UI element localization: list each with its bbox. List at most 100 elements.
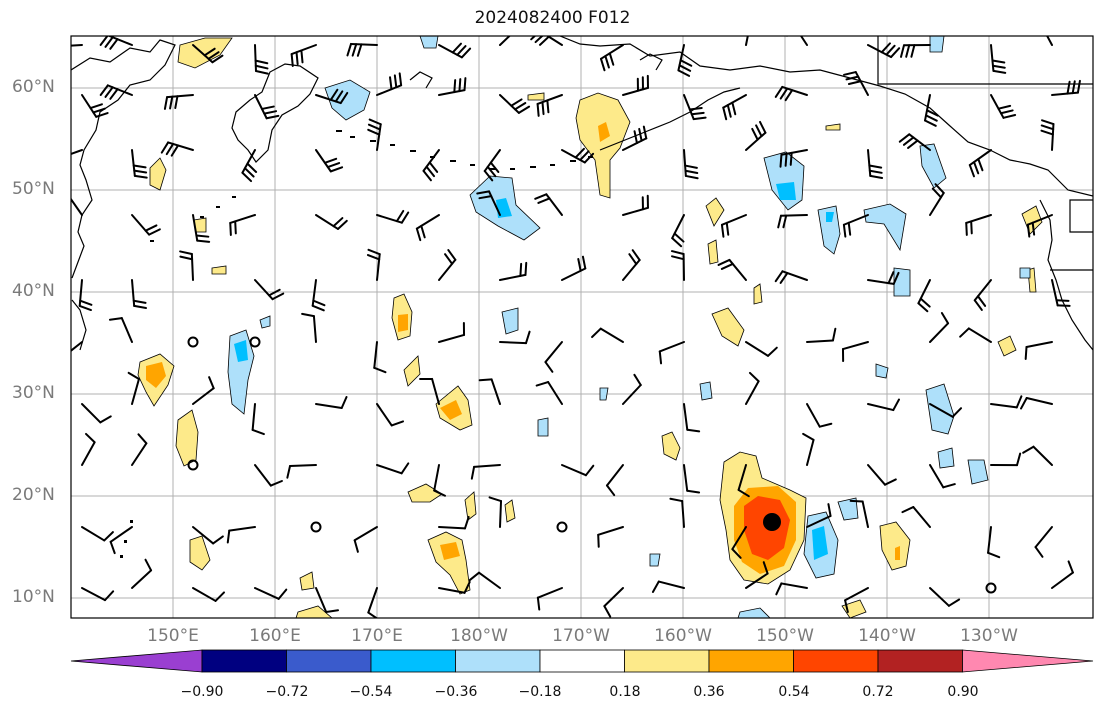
contour-positive xyxy=(997,335,1017,357)
wind-barb-flag xyxy=(268,288,281,297)
contour-positive xyxy=(175,409,199,467)
coastline-asia xyxy=(71,39,176,279)
wind-barb-flag xyxy=(367,248,381,256)
wind-barb-flag xyxy=(398,72,403,87)
wind-barb-flag xyxy=(59,46,61,58)
wind-barb-flag xyxy=(463,580,471,594)
wind-barb-shaft xyxy=(254,587,280,600)
contour-negative xyxy=(826,212,834,222)
wind-barb-flag xyxy=(108,317,123,321)
wind-barb-flag xyxy=(71,197,72,199)
wind-barb-flag xyxy=(463,515,470,530)
lon-label: 140°W xyxy=(858,626,916,646)
wind-barb-flag xyxy=(885,44,896,56)
wind-barb-shaft xyxy=(254,44,257,72)
wind-barb-shaft xyxy=(131,442,148,466)
wind-barb-flag xyxy=(160,141,170,154)
contour-positive xyxy=(527,92,545,101)
wind-barb-flag xyxy=(997,104,1012,110)
wind-barb-flag xyxy=(603,605,612,618)
wind-barb-shaft xyxy=(780,582,808,589)
contour-negative xyxy=(1019,267,1031,279)
wind-barb-flag xyxy=(415,227,422,242)
wind-barb-shaft xyxy=(780,214,808,217)
wind-barb-shaft xyxy=(929,587,950,607)
wind-barb-flag xyxy=(1024,346,1028,360)
wind-barb-flag xyxy=(340,395,348,409)
wind-barb-shaft xyxy=(478,571,501,589)
wind-barb-flag xyxy=(868,164,883,169)
wind-barb-flag xyxy=(784,28,795,32)
wind-barb-flag xyxy=(1031,221,1036,236)
wind-barb-flag xyxy=(104,590,115,602)
wind-barb-flag xyxy=(476,190,491,195)
wind-barb-flag xyxy=(917,302,929,313)
wind-barb-flag xyxy=(468,571,481,582)
wind-barb-flag xyxy=(456,45,467,56)
wind-barb-flag xyxy=(393,74,398,89)
wind-barb-flag xyxy=(651,580,660,594)
wind-barb-shaft xyxy=(431,377,440,405)
wind-barb-flag xyxy=(133,304,147,310)
wind-barb-flag xyxy=(577,258,582,272)
wind-barb-shaft xyxy=(867,403,895,412)
wind-barb-shaft xyxy=(71,44,83,47)
colorbar-segment xyxy=(286,649,372,673)
wind-barb-shaft xyxy=(376,464,403,475)
wind-barb-shaft xyxy=(599,327,624,343)
wind-barb-flag xyxy=(720,223,725,238)
wind-barb-shaft xyxy=(131,569,153,589)
wind-barb-flag xyxy=(312,299,326,307)
contour-negative xyxy=(817,205,841,255)
wind-barb-flag xyxy=(536,596,541,611)
wind-barb-shaft xyxy=(473,464,501,468)
wind-barb-flag xyxy=(679,59,693,67)
colorbar-tick-label: −0.18 xyxy=(518,684,562,700)
wind-barb-shaft xyxy=(622,384,642,405)
wind-barb-flag xyxy=(517,105,531,114)
wind-barb-shaft xyxy=(1046,36,1053,46)
wind-barb-shaft xyxy=(251,403,256,431)
wind-barb-flag xyxy=(400,462,410,475)
wind-barb-flag xyxy=(973,299,983,311)
wind-barb-flag xyxy=(722,106,728,121)
wind-barb-flag xyxy=(334,90,344,103)
wind-barb-flag xyxy=(759,120,767,134)
wind-barb-flag xyxy=(325,609,340,613)
colorbar-tick-label: 0.90 xyxy=(947,684,979,700)
wind-barb-flag xyxy=(1041,119,1055,126)
wind-barb-shaft xyxy=(81,441,96,466)
wind-barb-flag xyxy=(777,214,783,229)
wind-barb-flag xyxy=(251,428,265,436)
wind-barb-shaft xyxy=(499,500,503,528)
wind-barb-shaft xyxy=(81,526,106,542)
wind-barb-shaft xyxy=(254,464,272,487)
map-frame xyxy=(70,35,1094,619)
contour-negative xyxy=(234,340,248,362)
wind-barb-flag xyxy=(731,548,742,559)
wind-barb-flag xyxy=(165,142,175,156)
wind-barb-flag xyxy=(367,611,379,618)
wind-barb-flag xyxy=(519,262,523,277)
lon-label: 150°E xyxy=(147,626,199,646)
wind-barb-flag xyxy=(784,89,794,102)
wind-barb-shaft xyxy=(81,403,102,424)
calm-circle xyxy=(187,459,199,471)
wind-barb-flag xyxy=(58,159,59,171)
wind-barb-flag xyxy=(246,162,258,173)
wind-barb-flag xyxy=(1076,79,1081,94)
wind-barb-flag xyxy=(1026,223,1031,238)
wind-barb-shaft xyxy=(967,327,992,343)
colorbar-segment xyxy=(455,649,541,673)
wind-barb-flag xyxy=(902,136,915,146)
colorbar-tick-label: 0.36 xyxy=(693,684,725,700)
wind-barb-flag xyxy=(591,327,602,339)
contour-positive xyxy=(705,197,725,227)
colorbar-segment xyxy=(708,649,794,673)
wind-barb-flag xyxy=(579,150,590,161)
wind-barb-flag xyxy=(968,164,975,178)
wind-barb-flag xyxy=(300,49,304,64)
wind-barb-flag xyxy=(207,51,220,60)
wind-barb-flag xyxy=(447,249,457,261)
wind-barb-flag xyxy=(170,144,180,157)
